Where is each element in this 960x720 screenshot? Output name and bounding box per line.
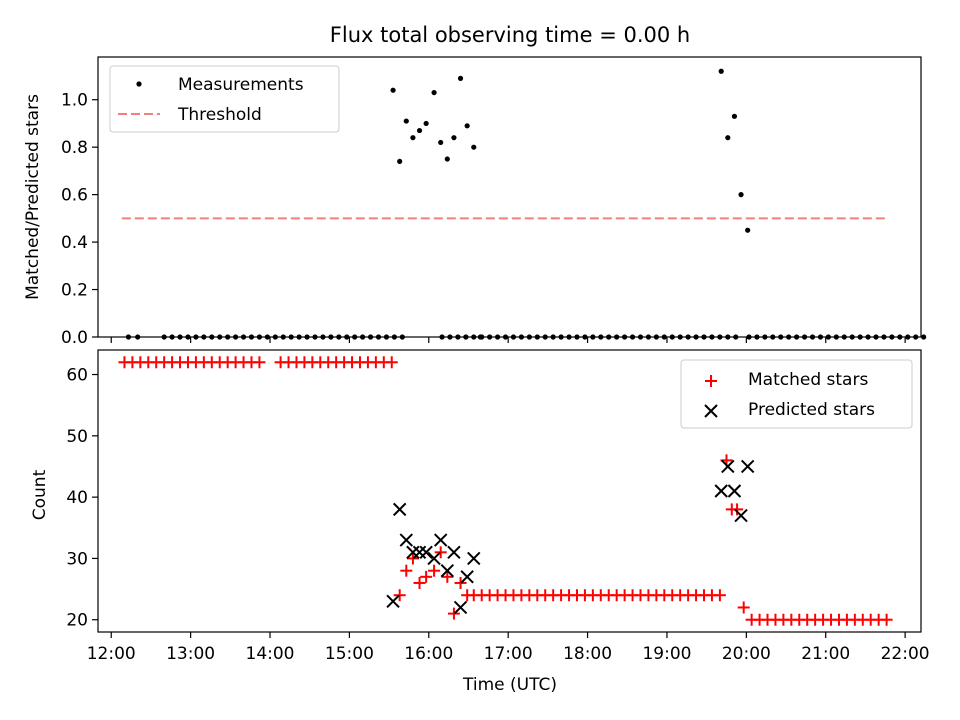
measurement-point <box>471 144 477 150</box>
bottom-y-tick-label: 40 <box>66 488 88 508</box>
top-legend-box <box>109 65 340 133</box>
predicted-star-point <box>740 459 755 474</box>
top-y-tick-label: 0.6 <box>61 186 88 206</box>
bottom-legend: Matched stars Predicted stars <box>680 359 913 429</box>
measurement-point <box>451 135 457 141</box>
matched-star-point <box>737 601 750 614</box>
top-y-tick-label: 0.2 <box>61 281 88 301</box>
measurement-point <box>438 139 444 146</box>
measurement-point <box>423 120 429 127</box>
top-y-axis: 0.0 0.2 0.4 0.6 0.8 1.0 <box>61 91 98 348</box>
measurement-point <box>745 227 751 233</box>
measurement-point <box>718 68 724 74</box>
x-tick-label: 22:00 <box>881 644 930 664</box>
chart-title: Flux total observing time = 0.00 h <box>330 23 690 47</box>
matched-star-point <box>880 613 893 626</box>
predicted-star-point <box>440 563 455 578</box>
predicted-star-point <box>467 551 481 566</box>
x-tick-label: 14:00 <box>246 644 295 664</box>
predicted-star-point <box>412 545 427 560</box>
measurement-point <box>444 156 450 162</box>
x-tick-label: 20:00 <box>722 644 771 664</box>
x-tick-label: 12:00 <box>87 644 136 664</box>
predicted-star-point <box>727 484 742 498</box>
measurement-point <box>921 334 927 340</box>
predicted-star-point <box>433 533 448 547</box>
top-plot-frame <box>97 56 922 338</box>
top-x-axis <box>110 337 906 343</box>
x-tick-label: 18:00 <box>563 644 612 664</box>
bottom-y-tick-label: 60 <box>66 366 88 386</box>
measurement-point <box>403 118 409 124</box>
matched-star-point <box>406 552 419 565</box>
predicted-star-point <box>427 551 441 566</box>
measurement-point <box>416 127 423 134</box>
matched-star-point <box>441 570 454 583</box>
matched-star-point <box>393 589 406 602</box>
matched-star-point <box>400 564 413 577</box>
top-y-axis-label: Matched/Predicted stars <box>23 94 43 300</box>
predicted-star-point <box>721 459 735 474</box>
measurement-point <box>431 89 437 96</box>
x-tick-label: 21:00 <box>801 644 850 664</box>
predicted-star-point <box>419 545 433 560</box>
matched-star-point <box>434 546 447 559</box>
legend-matched-stars: Matched stars <box>748 370 868 390</box>
predicted-star-point <box>447 545 461 560</box>
measurement-point <box>731 113 738 119</box>
measurement-point <box>738 192 744 198</box>
measurement-point <box>390 87 396 93</box>
top-legend: Measurements Threshold <box>109 65 340 133</box>
bottom-legend-box <box>680 359 913 429</box>
legend-predicted-stars: Predicted stars <box>748 400 875 420</box>
bottom-y-tick-label: 50 <box>66 427 88 447</box>
measurement-point <box>725 135 731 141</box>
x-axis-label: Time (UTC) <box>462 675 557 695</box>
predicted-stars-series <box>386 459 755 615</box>
measurements-legend-marker <box>136 81 142 87</box>
matched-star-point <box>713 589 726 602</box>
bottom-y-tick-label: 30 <box>66 549 88 569</box>
matched-stars-legend-marker <box>705 375 717 387</box>
legend-threshold: Threshold <box>177 105 262 125</box>
top-y-tick-label: 0.4 <box>61 233 88 253</box>
measurement-point <box>397 158 403 165</box>
matched-star-point <box>413 576 426 589</box>
predicted-star-point <box>399 533 414 547</box>
matched-star-point <box>731 503 744 516</box>
top-y-tick-label: 1.0 <box>61 91 88 111</box>
x-tick-label: 16:00 <box>404 644 453 664</box>
matched-star-point <box>253 356 266 369</box>
top-y-tick-label: 0.8 <box>61 138 88 158</box>
matched-star-point <box>420 570 433 583</box>
bottom-x-axis: 12:00 13:00 14:00 15:00 16:00 17:00 18:00 19:00… <box>87 632 930 664</box>
legend-measurements: Measurements <box>178 75 304 95</box>
predicted-star-point <box>714 484 728 498</box>
predicted-star-point <box>460 570 474 584</box>
measurement-point <box>457 75 464 81</box>
measurement-point <box>464 123 470 129</box>
bottom-y-axis: 20 30 40 50 60 <box>66 366 98 631</box>
predicted-star-point <box>386 594 400 609</box>
x-tick-label: 13:00 <box>166 644 215 664</box>
predicted-star-point <box>734 508 748 523</box>
predicted-star-point <box>453 600 468 615</box>
x-tick-label: 19:00 <box>642 644 691 664</box>
bottom-y-tick-label: 20 <box>66 611 88 631</box>
predicted-stars-legend-marker <box>704 404 718 418</box>
bottom-plot-frame <box>97 349 922 633</box>
matched-star-point <box>385 356 398 369</box>
bottom-panel: 20 30 40 50 60 12:00 13:00 14:00 15:00 16:00 17:0… <box>30 349 930 695</box>
matched-star-point <box>447 607 460 620</box>
bottom-y-axis-label: Count <box>30 469 50 520</box>
matched-star-point <box>428 564 441 577</box>
top-panel: Flux total observing time = 0.00 h 0.00.… <box>23 23 927 348</box>
predicted-star-point <box>392 502 407 517</box>
x-tick-label: 17:00 <box>484 644 533 664</box>
matched-star-point <box>454 576 467 589</box>
top-y-tick-label: 0.0 <box>61 328 88 348</box>
measurement-point <box>410 135 416 141</box>
x-tick-label: 15:00 <box>325 644 374 664</box>
